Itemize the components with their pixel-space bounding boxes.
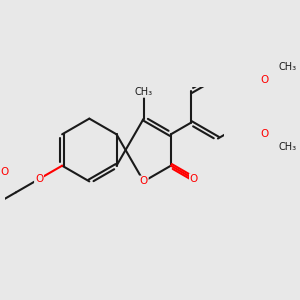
Text: O: O xyxy=(260,129,268,139)
Text: O: O xyxy=(260,75,268,85)
Text: O: O xyxy=(190,174,198,184)
Text: CH₃: CH₃ xyxy=(135,87,153,97)
Text: O: O xyxy=(0,167,8,177)
Text: O: O xyxy=(35,174,43,184)
Text: CH₃: CH₃ xyxy=(278,142,296,152)
Text: O: O xyxy=(140,176,148,186)
Text: CH₃: CH₃ xyxy=(278,62,296,72)
